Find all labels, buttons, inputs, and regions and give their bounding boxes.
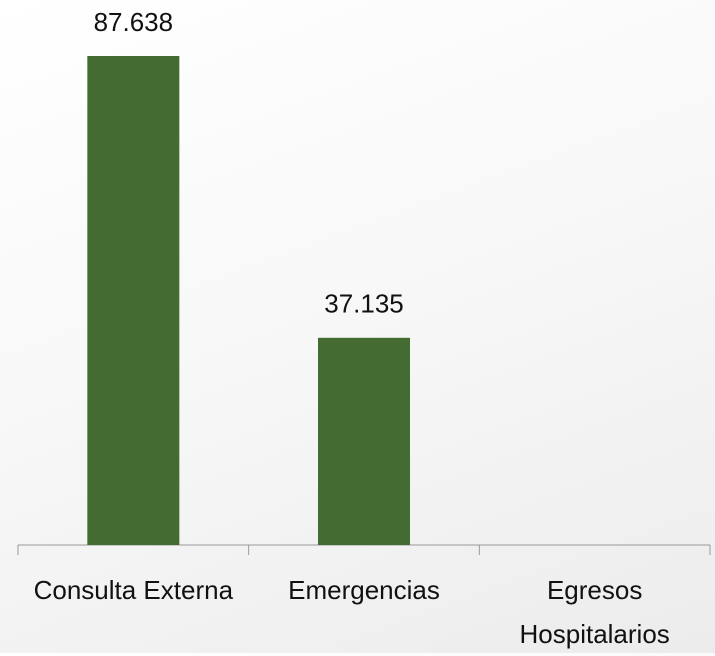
data-label: 87.638 bbox=[94, 7, 174, 37]
data-label: 37.135 bbox=[324, 289, 404, 319]
bar bbox=[318, 337, 410, 545]
bar bbox=[87, 56, 180, 545]
x-tick-label: Consulta Externa bbox=[33, 575, 234, 605]
x-tick-label: Emergencias bbox=[288, 575, 440, 605]
x-tick-label: Egresos Hospitalarios bbox=[519, 575, 670, 649]
